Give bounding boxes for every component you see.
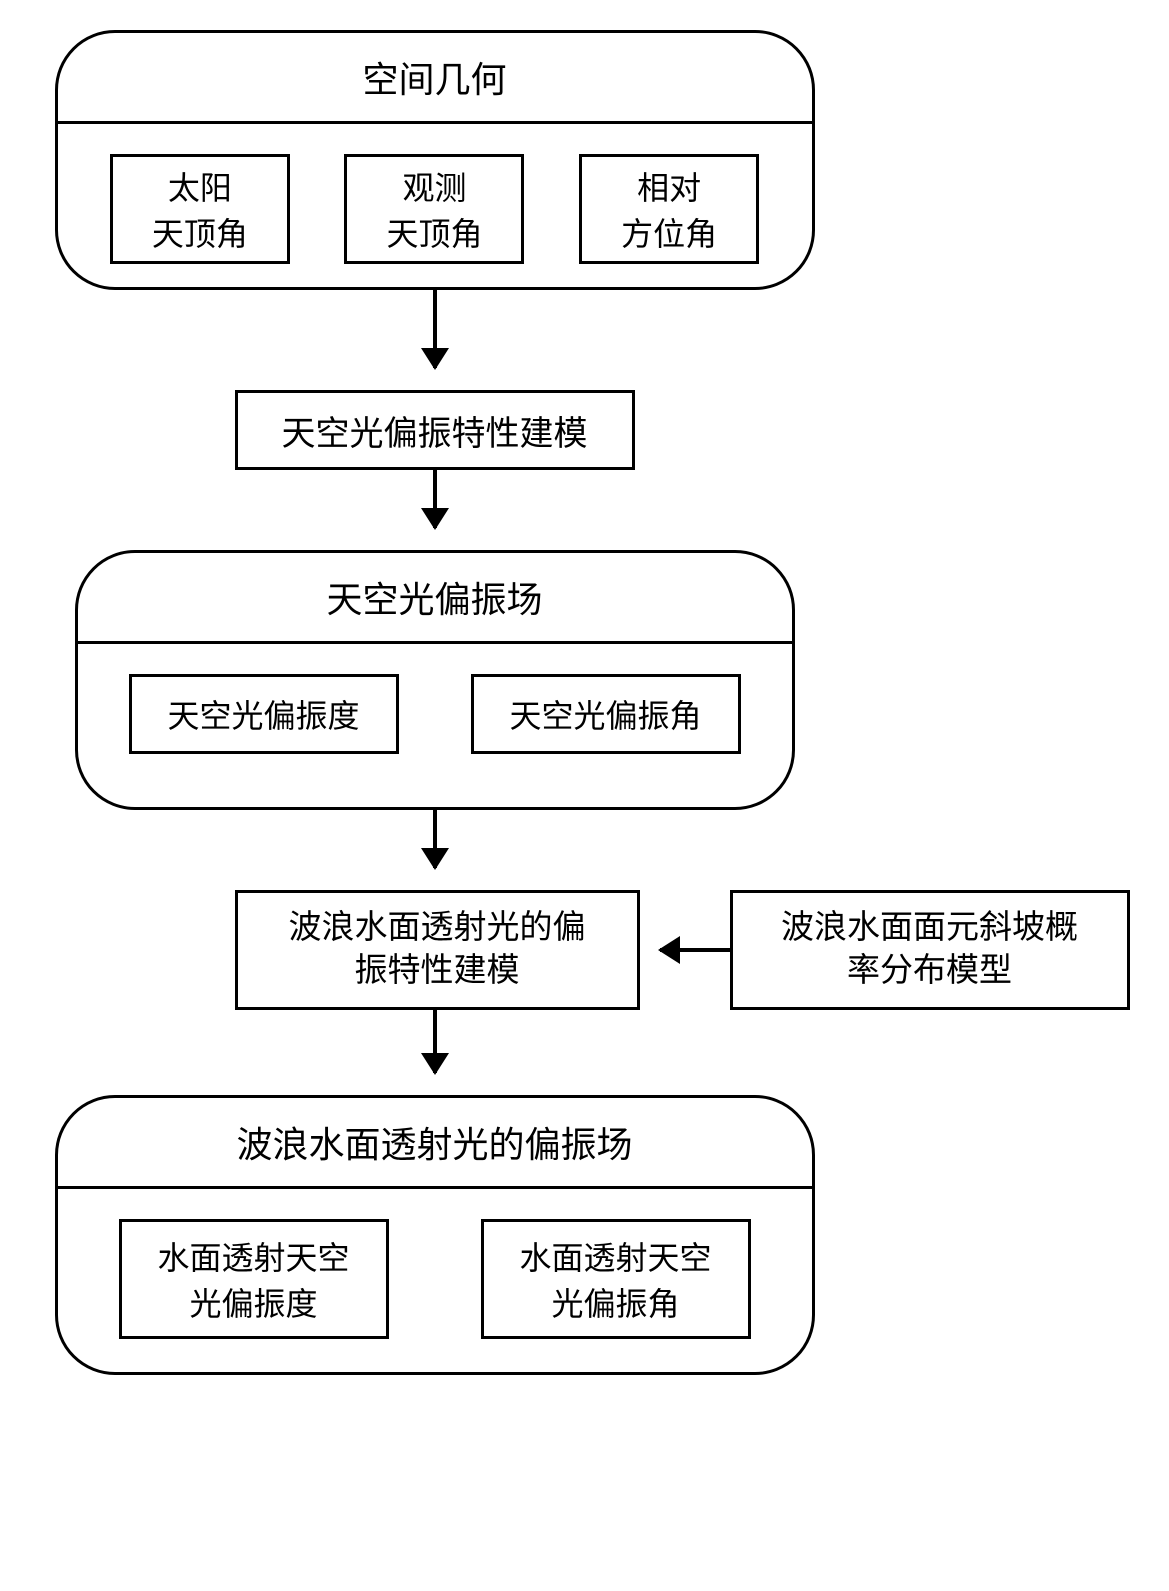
box-wave-slope-distribution: 波浪水面面元斜坡概 率分布模型 (730, 890, 1130, 1010)
box-spatial-geometry: 空间几何 太阳 天顶角 观测 天顶角 相对 方位角 (55, 30, 815, 290)
line2: 振特性建模 (355, 950, 520, 993)
arrow-h1 (660, 948, 730, 952)
proc-sky-polarization-modeling: 天空光偏振特性建模 (235, 390, 635, 470)
arrow-4 (433, 1010, 437, 1073)
line1: 相对 (637, 163, 701, 209)
line2: 天顶角 (152, 209, 248, 255)
flowchart: 空间几何 太阳 天顶角 观测 天顶角 相对 方位角 天空光偏振特性建模 天空光偏… (35, 20, 1135, 1570)
line1: 水面透射天空 (519, 1233, 711, 1279)
item-sky-aop: 天空光偏振角 (471, 674, 741, 754)
line1: 波浪水面透射光的偏 (289, 907, 586, 950)
box-title: 天空光偏振场 (78, 553, 792, 644)
line1: 观测 (402, 163, 466, 209)
box-sky-polarization-field: 天空光偏振场 天空光偏振度 天空光偏振角 (75, 550, 795, 810)
line2: 光偏振度 (189, 1279, 317, 1325)
line2: 光偏振角 (551, 1279, 679, 1325)
item-rel-azimuth: 相对 方位角 (579, 154, 759, 264)
proc-wave-transmission-modeling: 波浪水面透射光的偏 振特性建模 (235, 890, 640, 1010)
label: 天空光偏振角 (509, 691, 701, 737)
box-title: 波浪水面透射光的偏振场 (58, 1098, 812, 1189)
box2-items: 天空光偏振度 天空光偏振角 (78, 644, 792, 794)
line2: 天顶角 (386, 209, 482, 255)
item-sun-zenith: 太阳 天顶角 (110, 154, 290, 264)
line1: 太阳 (168, 163, 232, 209)
line1: 水面透射天空 (157, 1233, 349, 1279)
label: 天空光偏振度 (167, 691, 359, 737)
item-trans-aop: 水面透射天空 光偏振角 (481, 1219, 751, 1339)
arrow-3 (433, 810, 437, 868)
arrow-1 (433, 290, 437, 368)
box1-items: 太阳 天顶角 观测 天顶角 相对 方位角 (58, 124, 812, 304)
line2: 率分布模型 (847, 950, 1012, 993)
label: 天空光偏振特性建模 (282, 406, 588, 455)
box-wave-transmission-field: 波浪水面透射光的偏振场 水面透射天空 光偏振度 水面透射天空 光偏振角 (55, 1095, 815, 1375)
box-title: 空间几何 (58, 33, 812, 124)
item-obs-zenith: 观测 天顶角 (344, 154, 524, 264)
item-sky-dop: 天空光偏振度 (129, 674, 399, 754)
item-trans-dop: 水面透射天空 光偏振度 (119, 1219, 389, 1339)
line1: 波浪水面面元斜坡概 (781, 907, 1078, 950)
arrow-2 (433, 470, 437, 528)
line2: 方位角 (621, 209, 717, 255)
box3-items: 水面透射天空 光偏振度 水面透射天空 光偏振角 (58, 1189, 812, 1379)
